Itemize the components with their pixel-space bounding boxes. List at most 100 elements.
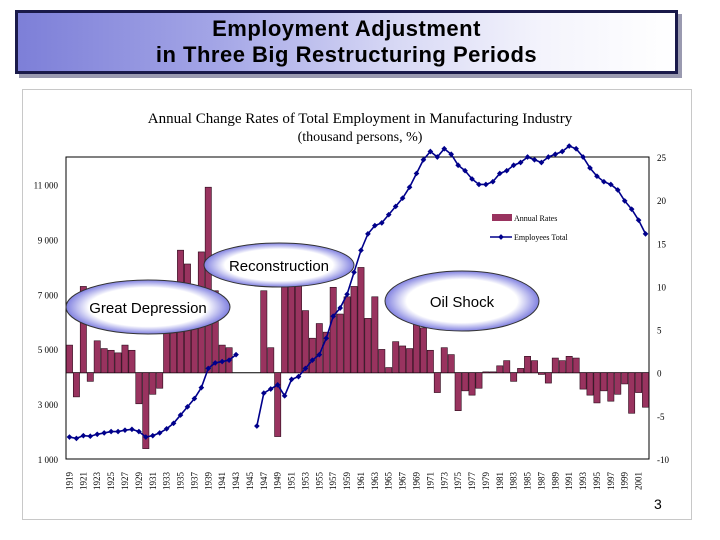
employees-point-1996 <box>601 178 607 185</box>
right-tick-label: 0 <box>657 369 662 379</box>
x-tick-label: 1953 <box>300 472 310 491</box>
bar-1921 <box>79 286 87 374</box>
employees-point-1931 <box>149 432 156 439</box>
bar-1924 <box>100 348 108 374</box>
employees-point-1956 <box>323 335 330 342</box>
employees-point-2001 <box>635 217 642 223</box>
chart-panel <box>22 89 692 520</box>
employees-point-1988 <box>545 154 552 160</box>
employees-point-1971 <box>427 148 434 155</box>
legend-bar-label: Annual Rates <box>514 214 557 223</box>
slide-title-line2: in Three Big Restructuring Periods <box>155 42 538 67</box>
x-tick-label: 2001 <box>634 472 644 490</box>
bar-1949 <box>274 372 282 437</box>
bar-1994 <box>586 372 594 396</box>
bar-1990 <box>558 360 566 374</box>
employees-point-1976 <box>462 167 468 174</box>
bar-1960 <box>350 286 358 374</box>
callout-reconstruction-label: Reconstruction <box>229 258 329 275</box>
bar-1928 <box>128 349 136 374</box>
bar-1986 <box>531 360 538 374</box>
employees-point-1936 <box>184 404 191 410</box>
bar-1982 <box>503 360 511 374</box>
x-tick-label: 1965 <box>384 472 394 491</box>
bar-1931 <box>149 372 157 395</box>
employees-point-2002 <box>642 231 649 237</box>
employees-point-1979 <box>483 181 489 188</box>
x-tick-label: 1963 <box>370 472 380 491</box>
x-tick-label: 1975 <box>453 472 463 491</box>
callout-oil-shock-label: Oil Shock <box>430 294 495 311</box>
bar-1985 <box>524 356 531 374</box>
employees-point-1982 <box>503 167 510 174</box>
employees-point-1952 <box>295 373 302 380</box>
employees-point-1928 <box>129 426 135 433</box>
employees-point-1985 <box>524 154 531 160</box>
x-tick-label: 1947 <box>259 472 269 491</box>
right-tick-label: 10 <box>657 282 667 292</box>
bar-1926 <box>114 352 122 374</box>
employees-point-1986 <box>531 156 538 163</box>
bar-1927 <box>121 344 129 374</box>
bar-2000 <box>628 372 636 414</box>
employees-point-1989 <box>552 151 559 158</box>
employees-point-1968 <box>406 184 413 191</box>
right-tick-label: -5 <box>657 412 665 422</box>
employees-point-1937 <box>191 395 198 402</box>
left-tick-label: 3 000 <box>38 400 59 410</box>
bar-1961 <box>357 267 365 374</box>
x-tick-label: 1933 <box>162 472 172 491</box>
employees-point-1919 <box>66 434 73 440</box>
employees-point-1929 <box>136 428 142 435</box>
bar-1976 <box>461 372 469 392</box>
employees-point-1964 <box>378 220 385 226</box>
x-tick-label: 1999 <box>620 472 630 491</box>
employees-point-1980 <box>490 178 496 185</box>
employees-point-1972 <box>434 154 441 160</box>
bar-1996 <box>600 372 608 392</box>
bar-1979 <box>482 371 490 374</box>
left-tick-label: 7 000 <box>38 290 59 300</box>
bar-1948 <box>267 347 275 374</box>
x-tick-label: 1987 <box>536 472 546 491</box>
x-tick-label: 1949 <box>273 472 283 491</box>
bar-1993 <box>579 372 587 390</box>
bar-1947 <box>260 290 268 374</box>
employees-point-1998 <box>614 187 621 193</box>
bar-1957 <box>329 286 337 374</box>
page-number: 3 <box>654 496 662 512</box>
x-tick-label: 1921 <box>78 472 88 490</box>
bar-1966 <box>392 341 400 374</box>
slide-title-banner: Employment Adjustment in Three Big Restr… <box>15 10 678 74</box>
bar-1964 <box>378 349 386 374</box>
employees-point-1946 <box>254 423 260 429</box>
employees-point-1939 <box>205 365 212 372</box>
employees-point-1941 <box>219 358 225 365</box>
bar-1954 <box>308 337 316 374</box>
bar-1992 <box>572 357 580 374</box>
x-tick-label: 1935 <box>176 472 186 491</box>
x-tick-label: 1937 <box>189 472 199 491</box>
bar-1962 <box>364 318 372 374</box>
bar-1978 <box>475 372 483 389</box>
employees-point-1992 <box>573 145 579 152</box>
x-tick-label: 1983 <box>509 472 519 491</box>
x-tick-label: 1997 <box>606 472 616 491</box>
bar-1988 <box>544 372 552 384</box>
employees-point-1999 <box>621 198 628 204</box>
bar-2001 <box>635 372 643 393</box>
employees-point-1942 <box>226 357 232 363</box>
employees-point-1932 <box>156 430 163 436</box>
employees-point-1922 <box>87 433 94 440</box>
bar-1963 <box>371 296 379 374</box>
employees-point-1938 <box>198 384 205 391</box>
bar-1998 <box>614 372 622 395</box>
chart-subtitle: (thousand persons, %) <box>297 130 423 145</box>
x-tick-label: 1979 <box>481 472 491 491</box>
callout-reconstruction <box>203 242 355 288</box>
x-tick-label: 1919 <box>64 472 74 491</box>
legend-line-label: Employees Total <box>514 233 569 242</box>
bar-1980 <box>489 371 497 374</box>
x-tick-label: 1969 <box>411 472 421 491</box>
employees-point-1949 <box>274 382 281 388</box>
